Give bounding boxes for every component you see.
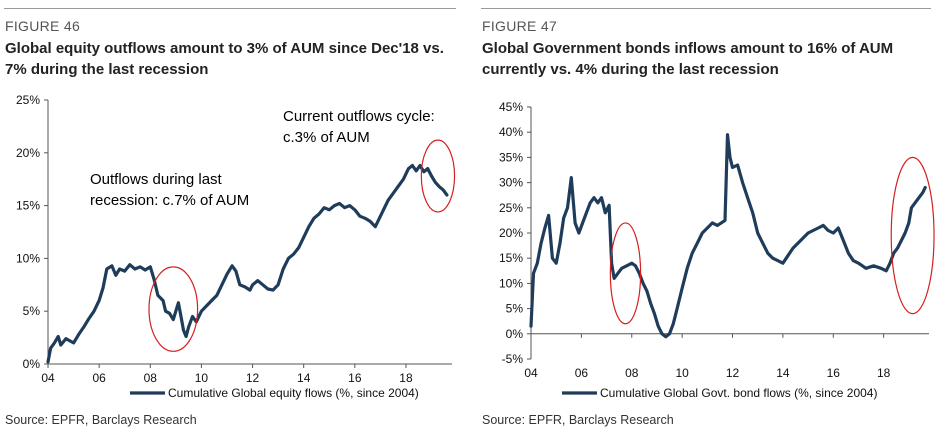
y-tick-label: 25%	[16, 93, 40, 107]
x-tick-label: 12	[726, 366, 740, 380]
y-tick-label: 20%	[16, 146, 40, 160]
y-tick-label: 5%	[23, 304, 41, 318]
x-tick-label: 14	[776, 366, 790, 380]
figure-46-panel: FIGURE 46 Global equity outflows amount …	[0, 0, 460, 433]
y-tick-label: 45%	[499, 100, 523, 114]
x-tick-label: 08	[625, 366, 639, 380]
x-tick-label: 18	[399, 371, 413, 385]
x-tick-label: 04	[524, 366, 538, 380]
x-tick-label: 04	[41, 371, 55, 385]
y-tick-label: 30%	[499, 176, 523, 190]
y-tick-label: 20%	[499, 226, 523, 240]
figure-title: Global equity outflows amount to 3% of A…	[5, 40, 444, 78]
source-note: Source: EPFR, Barclays Research	[5, 413, 197, 427]
highlight-ellipse	[890, 156, 935, 315]
x-tick-label: 16	[348, 371, 362, 385]
equity-flows-chart: 0% 5% 10% 15% 20% 25% 04 06 08 10 12 14 16 18 Outflows…	[16, 93, 456, 400]
highlight-ellipse	[420, 139, 456, 213]
top-divider	[481, 8, 931, 9]
legend-label: Cumulative Global Govt. bond flows (%, s…	[600, 386, 877, 400]
x-tick-label: 06	[575, 366, 589, 380]
top-divider	[4, 8, 456, 9]
y-tick-label: 10%	[16, 251, 40, 265]
govt-bond-flows-chart: -5% 0% 5% 10% 15% 20% 25% 30% 35% 40% 45% 04 06 08 10 1…	[499, 100, 935, 400]
y-tick-label: 5%	[506, 302, 524, 316]
annotation-text: Outflows during last	[90, 171, 223, 188]
y-tick-label: 35%	[499, 150, 523, 164]
x-tick-label: 16	[827, 366, 841, 380]
y-tick-label: 15%	[16, 199, 40, 213]
y-tick-label: 40%	[499, 125, 523, 139]
y-tick-label: 15%	[499, 251, 523, 265]
legend-label: Cumulative Global equity flows (%, since…	[168, 386, 419, 400]
y-tick-label: 0%	[23, 357, 41, 371]
annotation-text: c.3% of AUM	[283, 129, 370, 146]
x-tick-label: 18	[877, 366, 891, 380]
highlight-ellipse	[148, 266, 199, 352]
x-tick-label: 12	[246, 371, 260, 385]
figure-label: FIGURE 47	[482, 18, 558, 34]
x-tick-label: 06	[92, 371, 106, 385]
x-tick-label: 08	[144, 371, 158, 385]
y-tick-label: 25%	[499, 201, 523, 215]
annotation-text: recession: c.7% of AUM	[90, 192, 249, 209]
figure-title: Global Government bonds inflows amount t…	[482, 40, 894, 78]
series-line	[529, 133, 927, 339]
y-tick-label: 0%	[506, 327, 524, 341]
figure-label: FIGURE 46	[5, 18, 81, 34]
series-line	[46, 163, 449, 364]
figure-47-panel: FIGURE 47 Global Government bonds inflow…	[477, 0, 935, 433]
y-tick-label: 10%	[499, 276, 523, 290]
source-note: Source: EPFR, Barclays Research	[482, 413, 674, 427]
highlight-ellipse	[609, 222, 642, 325]
x-tick-label: 10	[675, 366, 689, 380]
x-tick-label: 10	[195, 371, 209, 385]
annotation-text: Current outflows cycle:	[283, 108, 435, 125]
y-tick-label: -5%	[502, 352, 524, 366]
x-tick-label: 14	[297, 371, 311, 385]
